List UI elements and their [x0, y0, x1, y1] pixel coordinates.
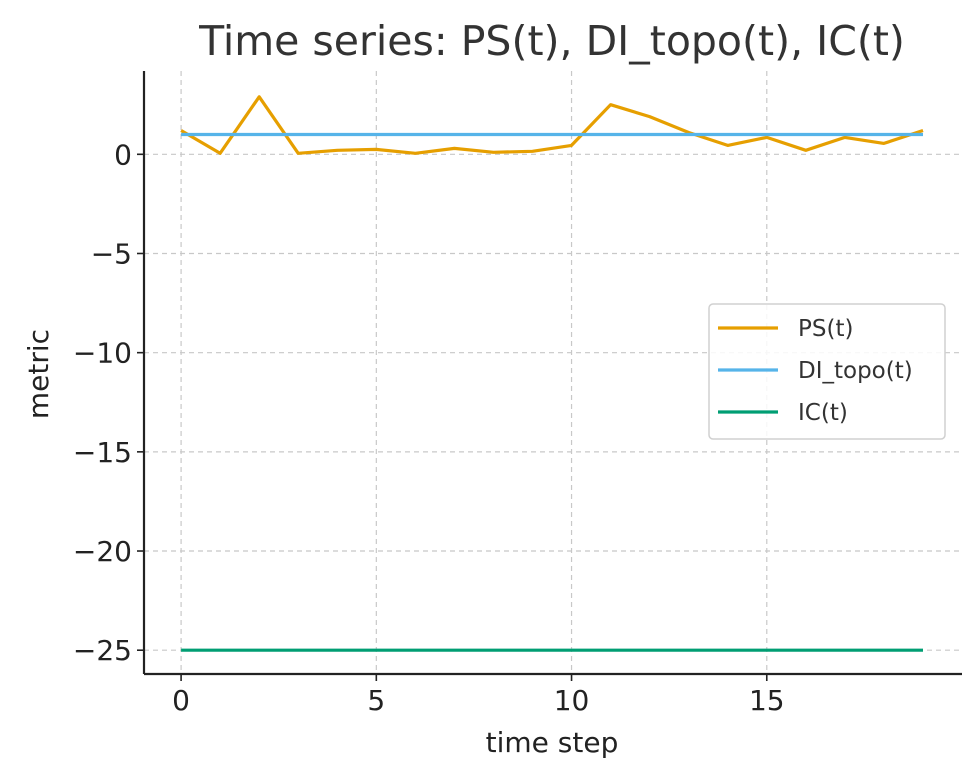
legend-label-ic-t: IC(t) — [798, 400, 848, 426]
y-axis-label: metric — [22, 329, 55, 419]
x-tick-label: 10 — [554, 684, 590, 717]
legend-box — [708, 303, 946, 440]
x-axis-label: time step — [486, 726, 619, 759]
y-tick-label: −20 — [73, 535, 132, 568]
y-tick-label: −10 — [73, 337, 132, 370]
chart-title: Time series: PS(t), DI_topo(t), IC(t) — [198, 17, 905, 65]
series-line-ps-t — [180, 95, 924, 155]
x-tick-label: 5 — [367, 684, 385, 717]
legend-label-ps-t: PS(t) — [798, 316, 853, 342]
x-tick-label: 0 — [172, 684, 190, 717]
x-ticks: 0 5 10 15 — [172, 674, 785, 717]
series-lines — [180, 95, 924, 652]
legend: PS(t) DI_topo(t) IC(t) — [708, 303, 946, 440]
y-tick-label: 0 — [114, 138, 132, 171]
y-tick-label: −5 — [91, 237, 132, 270]
y-tick-label: −25 — [73, 634, 132, 667]
y-ticks: 0 −5 −10 −15 −20 −25 — [73, 138, 144, 667]
legend-label-di-topo-t: DI_topo(t) — [798, 358, 913, 384]
x-tick-label: 15 — [749, 684, 785, 717]
y-tick-label: −15 — [73, 436, 132, 469]
